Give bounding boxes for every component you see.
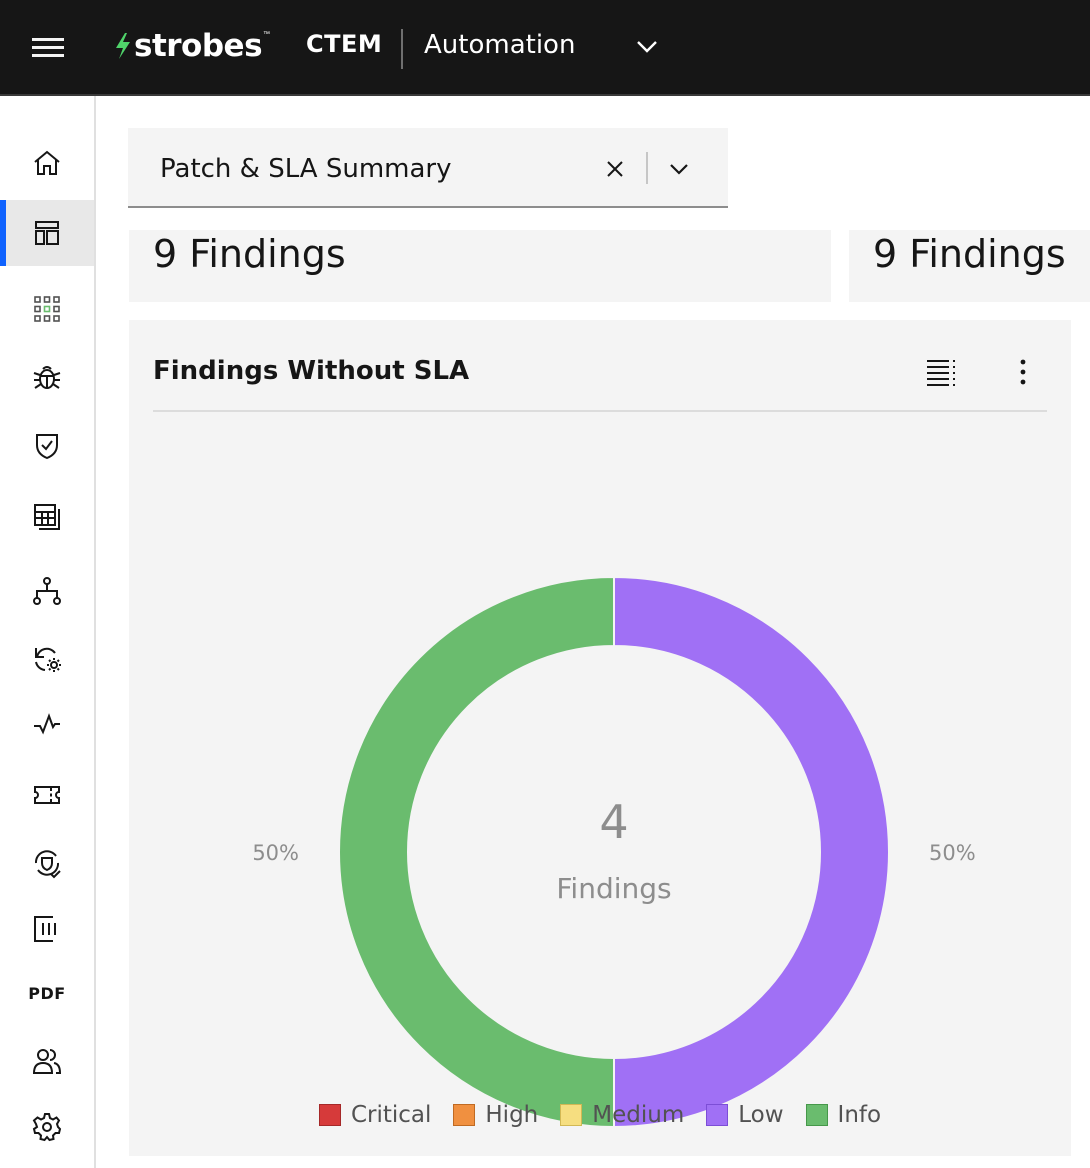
- home-icon: [34, 150, 60, 175]
- legend-label: Low: [738, 1102, 784, 1128]
- legend-swatch: [706, 1104, 729, 1126]
- legend-item-critical[interactable]: Critical: [318, 1102, 432, 1128]
- sidebar-item-topology[interactable]: [0, 558, 94, 624]
- shield-refresh-icon: [34, 850, 61, 879]
- sidebar-item-findings[interactable]: [0, 344, 94, 410]
- sidebar-item-settings[interactable]: [0, 1094, 94, 1160]
- column-icon: [34, 916, 56, 942]
- legend-label: High: [485, 1102, 539, 1128]
- legend-label: Medium: [592, 1102, 685, 1128]
- summary-card: 9 Findings: [849, 230, 1090, 302]
- hamburger-menu-icon[interactable]: [28, 32, 68, 64]
- table-icon: [34, 504, 60, 530]
- logo-text: strobes: [134, 28, 263, 64]
- pulse-icon: [34, 713, 60, 735]
- summary-card-value: 9 Findings: [873, 232, 1066, 276]
- sidebar-item-home[interactable]: [0, 130, 94, 196]
- ticket-icon: [34, 786, 60, 804]
- legend-label: Info: [837, 1102, 882, 1128]
- dashboard-select[interactable]: Patch & SLA Summary: [128, 128, 728, 208]
- bolt-icon: [116, 33, 130, 59]
- legend-label: Critical: [350, 1102, 432, 1128]
- renew-settings-icon: [35, 647, 61, 672]
- gear-icon: [32, 1113, 62, 1142]
- sidebar-item-automation[interactable]: [0, 626, 94, 692]
- subproduct-name[interactable]: Automation: [424, 30, 576, 60]
- legend-swatch: [805, 1104, 828, 1126]
- network-icon: [33, 577, 61, 605]
- donut-center-label: Findings: [556, 872, 671, 905]
- sidebar-item-pdf[interactable]: PDF: [0, 960, 94, 1026]
- chart-divider: [153, 410, 1047, 412]
- legend-item-info[interactable]: Info: [805, 1102, 882, 1128]
- dashboard-select-value: Patch & SLA Summary: [160, 154, 452, 184]
- slice-percent-label: 50%: [252, 841, 299, 865]
- legend-swatch: [453, 1104, 476, 1126]
- legend-swatch: [318, 1104, 341, 1126]
- sidebar-item-tables[interactable]: [0, 484, 94, 550]
- select-divider: [646, 152, 648, 184]
- sidebar-item-tickets[interactable]: [0, 762, 94, 828]
- chart-legend: Critical High Medium Low Info: [129, 1102, 1071, 1128]
- users-icon: [32, 1049, 62, 1074]
- chevron-down-icon[interactable]: [662, 152, 696, 186]
- chevron-down-icon[interactable]: [630, 30, 664, 64]
- chart-card: Findings Without SLA 4 Findings 50% 50% C…: [129, 320, 1071, 1156]
- logo-trademark: ™: [263, 30, 271, 38]
- legend-swatch: [560, 1104, 583, 1126]
- table-view-icon[interactable]: [923, 354, 959, 390]
- top-header: strobes ™ CTEM Automation: [0, 0, 1090, 96]
- summary-card-value: 9 Findings: [153, 232, 346, 276]
- side-nav: PDF: [0, 96, 96, 1168]
- main-content: Patch & SLA Summary 9 Findings 9 Finding…: [96, 96, 1090, 1168]
- close-icon[interactable]: [598, 152, 632, 186]
- legend-item-high[interactable]: High: [453, 1102, 538, 1128]
- donut-center-value: 4: [599, 795, 628, 849]
- chart-title: Findings Without SLA: [153, 356, 470, 386]
- sidebar-item-security[interactable]: [0, 412, 94, 478]
- sidebar-item-activity[interactable]: [0, 692, 94, 758]
- header-divider: [401, 29, 403, 69]
- app-grid-icon: [34, 296, 60, 322]
- shield-check-icon: [36, 434, 58, 460]
- donut-slice-info[interactable]: [338, 575, 615, 1129]
- summary-card: 9 Findings: [129, 230, 831, 302]
- strobes-logo[interactable]: strobes ™: [112, 24, 270, 68]
- sidebar-item-users[interactable]: [0, 1028, 94, 1094]
- pdf-label: PDF: [28, 983, 66, 1003]
- legend-item-low[interactable]: Low: [706, 1102, 784, 1128]
- overflow-menu-icon[interactable]: [1005, 354, 1041, 390]
- product-name: CTEM: [306, 30, 383, 58]
- donut-chart: 4 Findings 50% 50%: [252, 575, 976, 1129]
- legend-item-medium[interactable]: Medium: [560, 1102, 684, 1128]
- sidebar-item-columns[interactable]: [0, 896, 94, 962]
- slice-percent-label: 50%: [929, 841, 976, 865]
- sidebar-item-policies[interactable]: [0, 830, 94, 896]
- sidebar-item-dashboards[interactable]: [0, 200, 94, 266]
- dashboard-icon: [35, 221, 59, 245]
- bug-icon: [33, 366, 61, 389]
- donut-slice-low[interactable]: [613, 575, 890, 1129]
- sidebar-item-apps[interactable]: [0, 276, 94, 342]
